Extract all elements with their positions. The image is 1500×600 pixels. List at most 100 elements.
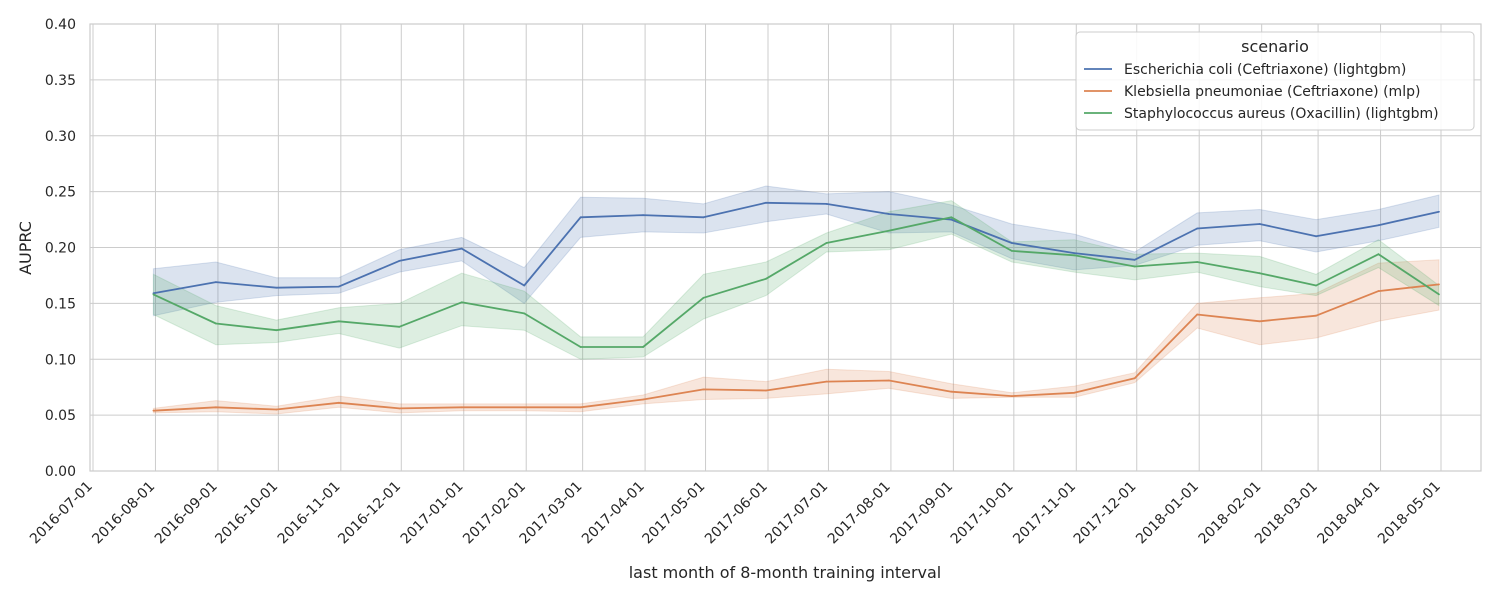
data-point (765, 201, 767, 204)
data-point (1258, 272, 1261, 275)
x-tick-label: 2016-12-01 (335, 479, 404, 548)
data-point (1073, 391, 1076, 394)
x-tick-label: 2017-06-01 (702, 479, 771, 548)
data-point (1438, 210, 1440, 213)
data-point (215, 322, 217, 325)
data-point (152, 293, 155, 296)
data-point (337, 320, 340, 323)
data-point (579, 216, 582, 219)
data-point (1315, 284, 1317, 287)
data-point (1258, 223, 1261, 225)
data-point (1196, 227, 1199, 230)
legend-frame (1075, 31, 1475, 131)
data-point (950, 216, 953, 219)
series-line-2 (153, 216, 1440, 348)
data-point (1073, 254, 1076, 257)
data-point (523, 406, 526, 409)
legend: scenario Escherichia coli (Ceftriaxone) … (1075, 31, 1475, 131)
data-point (1196, 313, 1199, 316)
data-point (579, 346, 582, 348)
data-point (702, 388, 705, 391)
x-tick-label: 2018-01-01 (1133, 479, 1202, 548)
x-tick-label: 2017-05-01 (640, 479, 709, 548)
series-lines (152, 201, 1440, 412)
data-point (579, 406, 582, 409)
confidence-band-1 (152, 259, 1440, 415)
data-point (398, 407, 401, 410)
confidence-bands (152, 185, 1440, 415)
y-tick-label: 0.25 (45, 185, 76, 201)
data-point (215, 406, 217, 409)
data-point (215, 281, 217, 284)
data-point (765, 277, 767, 280)
data-point (398, 260, 401, 262)
legend-entry-0: Escherichia coli (Ceftriaxone) (lightgbm… (1124, 62, 1406, 78)
x-tick-label: 2016-07-01 (27, 479, 96, 548)
data-point (1133, 258, 1136, 261)
y-tick-label: 0.20 (45, 241, 76, 257)
data-point (1438, 293, 1440, 296)
series-line-0 (153, 201, 1440, 295)
data-point (337, 285, 340, 288)
data-point (398, 325, 401, 328)
plot-frame (89, 23, 1482, 472)
x-tick-label: 2017-07-01 (762, 479, 831, 548)
y-axis-label: AUPRC (16, 221, 35, 275)
data-point (702, 216, 705, 219)
data-point (825, 203, 828, 205)
x-tick-label: 2016-09-01 (152, 479, 221, 548)
data-point (642, 398, 644, 401)
data-point (460, 406, 463, 409)
data-point (825, 380, 828, 383)
x-tick-label: 2016-08-01 (89, 479, 158, 548)
x-tick-label: 2016-10-01 (212, 479, 281, 548)
data-point (642, 346, 644, 348)
y-tick-label: 0.35 (45, 73, 76, 89)
y-tick-label: 0.15 (45, 296, 76, 312)
data-point (275, 329, 278, 332)
legend-title: scenario (1241, 37, 1309, 56)
y-tick-label: 0.00 (45, 464, 76, 480)
y-tick-label: 0.40 (45, 17, 76, 33)
data-point (1010, 242, 1013, 244)
y-tick-label: 0.30 (45, 129, 76, 145)
y-tick-label: 0.10 (45, 352, 76, 368)
data-point (888, 229, 890, 232)
data-point (888, 213, 890, 215)
data-point (1438, 283, 1440, 286)
y-tick-label: 0.05 (45, 408, 76, 424)
data-point (523, 284, 526, 287)
x-tick-label: 2017-09-01 (887, 479, 956, 548)
data-point (1377, 224, 1380, 227)
confidence-band-0 (152, 185, 1440, 317)
x-tick-label: 2017-12-01 (1071, 479, 1140, 548)
confidence-band-2 (152, 200, 1440, 360)
data-point (950, 218, 953, 221)
data-point (275, 286, 278, 289)
data-point (1196, 261, 1199, 263)
data-point (337, 401, 340, 404)
data-point (1133, 265, 1136, 268)
data-point (642, 214, 644, 216)
data-point (152, 409, 155, 412)
data-point (460, 301, 463, 304)
x-tick-label: 2017-08-01 (825, 479, 894, 548)
data-point (1010, 249, 1013, 252)
data-point (1133, 377, 1136, 380)
x-tick-label: 2018-05-01 (1375, 479, 1444, 548)
data-point (825, 242, 828, 244)
x-tick-label: 2017-04-01 (579, 479, 648, 548)
data-point (765, 389, 767, 392)
x-axis-label: last month of 8-month training interval (629, 563, 942, 582)
data-point (1258, 320, 1261, 323)
y-axis: 0.00 0.05 0.10 0.15 0.20 0.25 0.30 0.35 0.40 (45, 17, 76, 480)
legend-entry-1: Klebsiella pneumoniae (Ceftriaxone) (mlp… (1124, 84, 1420, 100)
data-point (1073, 252, 1076, 254)
x-tick-label: 2017-11-01 (1010, 479, 1079, 548)
data-point (950, 390, 953, 393)
x-tick-label: 2016-11-01 (275, 479, 344, 548)
x-tick-label: 2017-10-01 (948, 479, 1017, 548)
data-point (1377, 290, 1380, 292)
x-tick-label: 2018-04-01 (1315, 479, 1384, 548)
